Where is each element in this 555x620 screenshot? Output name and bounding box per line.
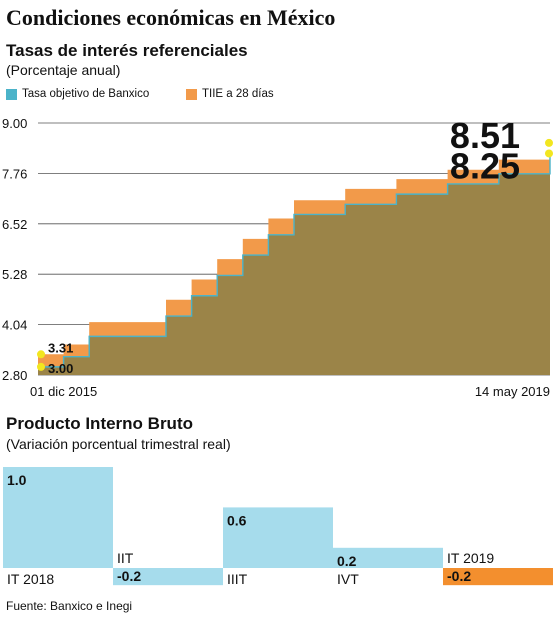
legend-banxico: Tasa objetivo de Banxico	[6, 88, 149, 100]
banxico-start-label: 3.00	[48, 361, 73, 376]
gdp-category-label: IT 2019	[447, 550, 494, 566]
y-tick-label: 7.76	[2, 166, 27, 181]
gdp-chart-subtitle: (Variación porcentual trimestral real)	[6, 436, 231, 452]
gdp-value-label: -0.2	[117, 568, 141, 584]
gdp-value-label: 1.0	[7, 472, 27, 488]
x-axis-end-label: 14 may 2019	[475, 384, 550, 399]
gdp-bar	[443, 568, 553, 586]
tiie-end-label: 8.51	[450, 115, 520, 156]
gdp-category-label: IIIT	[227, 571, 248, 587]
gdp-bar	[223, 507, 333, 568]
gdp-value-label: 0.2	[337, 553, 357, 569]
y-tick-label: 4.04	[2, 318, 27, 333]
banxico-end-label: 8.25	[450, 145, 520, 186]
rates-chart-title: Tasas de interés referenciales	[6, 41, 248, 60]
main-title: Condiciones económicas en México	[6, 5, 336, 30]
gdp-category-label: IT 2018	[7, 571, 54, 587]
y-tick-label: 5.28	[2, 267, 27, 282]
banxico-start-point	[37, 362, 45, 371]
rates-chart-subtitle: (Porcentaje anual)	[6, 62, 121, 78]
gdp-value-label: 0.6	[227, 512, 247, 528]
gdp-bar	[3, 467, 113, 568]
gdp-chart: 1.0 IT 2018 -0.2 IIT 0.6 IIIT 0.2 IVT -0.2 IT 201…	[3, 467, 553, 587]
gdp-chart-title: Producto Interno Bruto	[6, 414, 193, 433]
gdp-bar	[113, 568, 223, 586]
banxico-end-point	[545, 149, 553, 158]
y-tick-label: 9.00	[2, 116, 27, 131]
gdp-bar	[333, 547, 443, 568]
banxico-line	[38, 153, 551, 368]
legend-label-tiie: TIIE a 28 días	[202, 88, 274, 100]
legend-swatch-tiie	[186, 88, 197, 100]
banxico-area	[38, 153, 550, 375]
x-axis-start-label: 01 dic 2015	[30, 384, 97, 399]
y-tick-label: 6.52	[2, 217, 27, 232]
tiie-start-point	[37, 350, 45, 359]
gdp-category-label: IIT	[117, 550, 134, 566]
rates-chart: 9.00 7.76 6.52 5.28 4.04 2.80 01 dic 2015 14 …	[2, 115, 553, 399]
source-note: Fuente: Banxico e Inegi	[6, 599, 133, 613]
legend-label-banxico: Tasa objetivo de Banxico	[22, 88, 150, 100]
y-tick-label: 2.80	[2, 368, 27, 383]
gdp-value-label: -0.2	[447, 568, 471, 584]
tiie-end-point	[545, 138, 553, 147]
legend-swatch-banxico	[6, 88, 17, 100]
tiie-start-label: 3.31	[48, 340, 73, 355]
legend-tiie: TIIE a 28 días	[186, 88, 274, 100]
gdp-category-label: IVT	[337, 571, 359, 587]
